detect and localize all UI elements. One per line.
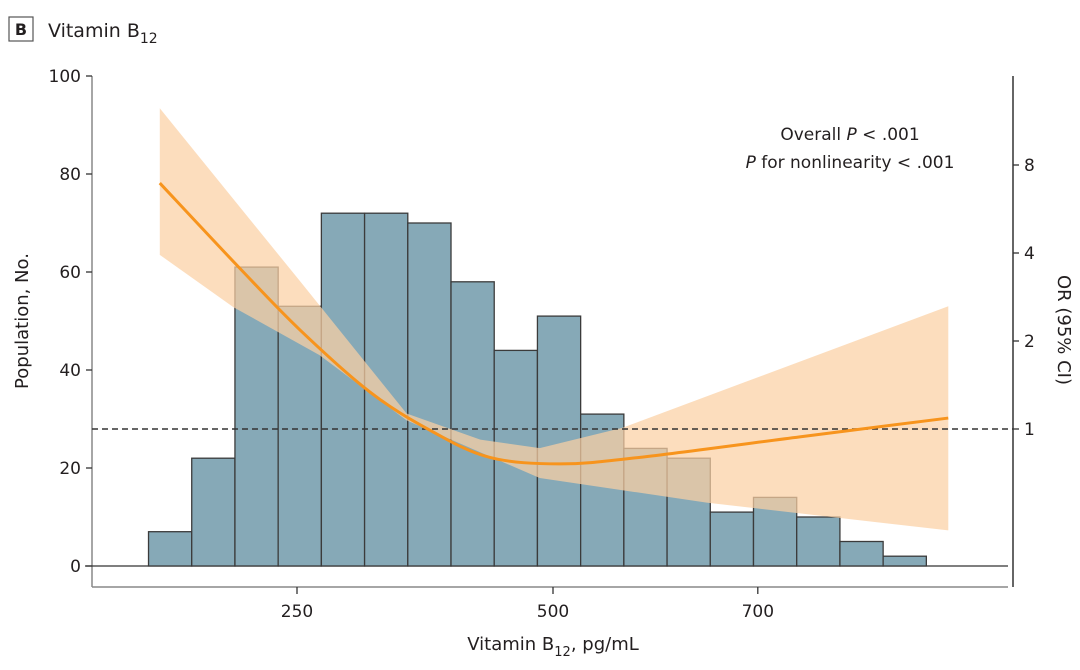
histogram-bar (882, 555, 928, 567)
histogram-bar (796, 516, 841, 567)
y2-axis-label: OR (95% CI) (1053, 275, 1074, 385)
panel-letter: B (15, 20, 27, 39)
y-tick-label: 20 (59, 459, 81, 479)
ci-band-group (159, 108, 949, 531)
ci-band (159, 108, 949, 531)
y-tick-label: 100 (49, 67, 81, 87)
histogram-bar (709, 511, 755, 567)
x-axis-label: Vitamin B12, pg/mL (467, 634, 639, 660)
y-tick-label: 80 (59, 165, 81, 185)
y2-tick-label: 1 (1024, 420, 1035, 440)
y2-tick-label: 2 (1024, 332, 1035, 352)
y-tick-label: 40 (59, 361, 81, 381)
histogram-bar (450, 281, 495, 567)
panel-letter-box (8, 16, 34, 42)
x-tick-label: 250 (281, 602, 313, 622)
histogram-bar (839, 540, 884, 567)
or-curve (158, 182, 949, 466)
y2-tick-label: 8 (1024, 156, 1035, 176)
x-tick-label: 500 (537, 602, 569, 622)
histogram-bar (147, 531, 193, 567)
panel-title-main: Vitamin B (48, 20, 140, 42)
panel-title-sub: 12 (140, 31, 158, 47)
annotation-nonlinearity-p: P for nonlinearity < .001 (746, 153, 955, 173)
panel-title: Vitamin B12 (48, 20, 158, 47)
histogram-bar (407, 222, 452, 567)
histogram-bar (320, 212, 366, 567)
or-curve-group (158, 182, 949, 466)
y2-tick-label: 4 (1024, 244, 1035, 264)
y-tick-label: 60 (59, 263, 81, 283)
x-tick-label: 700 (742, 602, 774, 622)
y-axis-label: Population, No. (12, 253, 33, 389)
axis-ticks: 0 20 40 60 80 100 250 500 700 1 2 4 8 (49, 67, 1035, 622)
y-tick-label: 0 (70, 557, 81, 577)
annotation-overall-p: Overall P < .001 (780, 125, 919, 145)
histogram-bar (191, 457, 236, 567)
